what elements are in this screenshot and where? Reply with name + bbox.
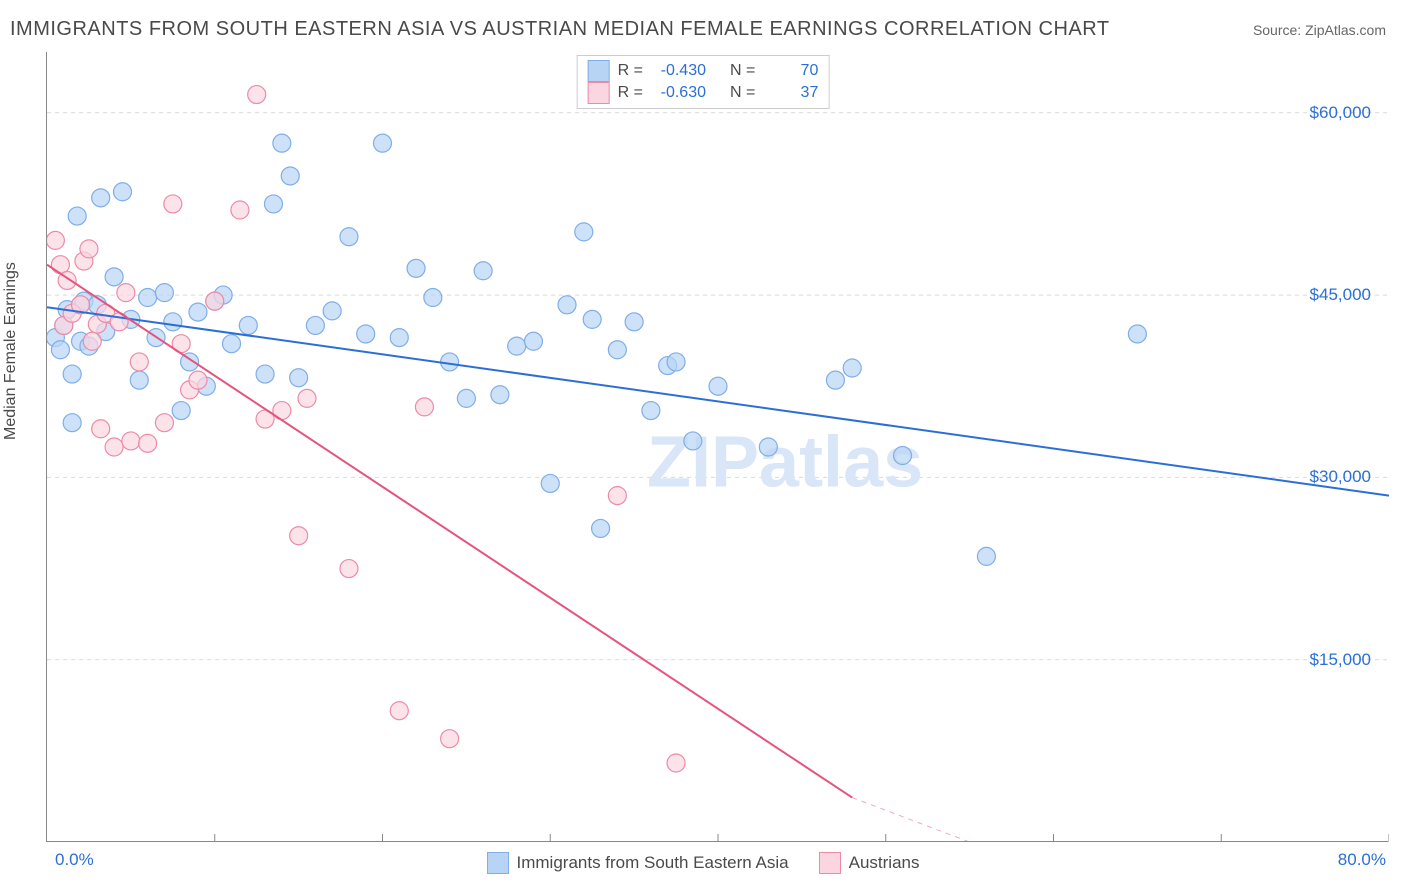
x-min-label: 0.0% bbox=[55, 850, 94, 870]
legend-label-series1: Immigrants from South Eastern Asia bbox=[517, 853, 789, 873]
n-label-2: N = bbox=[730, 84, 755, 102]
r-value-1: -0.430 bbox=[651, 62, 706, 80]
r-label-2: R = bbox=[618, 84, 643, 102]
x-max-label: 80.0% bbox=[1338, 850, 1386, 870]
source-link[interactable]: ZipAtlas.com bbox=[1305, 22, 1386, 38]
swatch-series1 bbox=[588, 60, 610, 82]
legend-row-series1: R = -0.430 N = 70 bbox=[588, 60, 819, 82]
swatch-bottom-series2 bbox=[819, 852, 841, 874]
chart-title: IMMIGRANTS FROM SOUTH EASTERN ASIA VS AU… bbox=[10, 18, 1110, 41]
n-value-2: 37 bbox=[763, 84, 818, 102]
correlation-legend: R = -0.430 N = 70 R = -0.630 N = 37 bbox=[577, 55, 830, 109]
plot-svg: ZIPatlas bbox=[47, 52, 1389, 842]
source-attribution: Source: ZipAtlas.com bbox=[1253, 22, 1386, 38]
swatch-bottom-series1 bbox=[487, 852, 509, 874]
y-axis-label: Median Female Earnings bbox=[2, 262, 20, 440]
legend-item-series2: Austrians bbox=[819, 852, 920, 874]
legend-label-series2: Austrians bbox=[849, 853, 920, 873]
n-value-1: 70 bbox=[763, 62, 818, 80]
series-legend: Immigrants from South Eastern Asia Austr… bbox=[0, 852, 1406, 874]
r-label-1: R = bbox=[618, 62, 643, 80]
n-label-1: N = bbox=[730, 62, 755, 80]
y-tick-label: $30,000 bbox=[1310, 467, 1371, 487]
y-tick-label: $60,000 bbox=[1310, 103, 1371, 123]
legend-item-series1: Immigrants from South Eastern Asia bbox=[487, 852, 789, 874]
y-tick-label: $15,000 bbox=[1310, 650, 1371, 670]
swatch-series2 bbox=[588, 82, 610, 104]
r-value-2: -0.630 bbox=[651, 84, 706, 102]
y-tick-label: $45,000 bbox=[1310, 285, 1371, 305]
chart-container: IMMIGRANTS FROM SOUTH EASTERN ASIA VS AU… bbox=[0, 0, 1406, 892]
plot-area: ZIPatlas bbox=[46, 52, 1388, 842]
source-prefix: Source: bbox=[1253, 22, 1305, 38]
legend-row-series2: R = -0.630 N = 37 bbox=[588, 82, 819, 104]
